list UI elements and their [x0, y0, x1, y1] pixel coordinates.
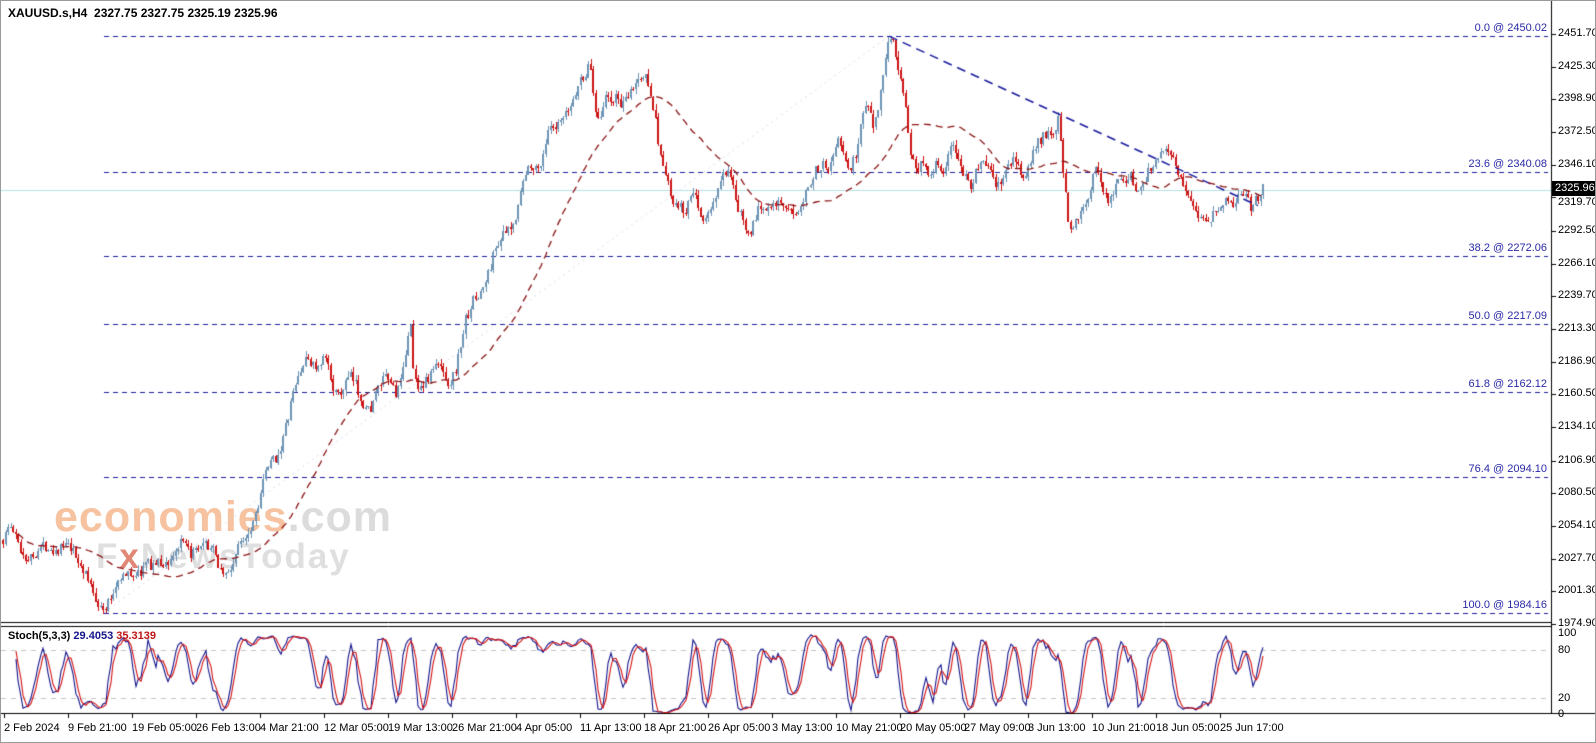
- price-axis-label: 2027.70: [1558, 551, 1596, 564]
- time-axis-label: 19 Mar 13:00: [388, 722, 453, 734]
- time-axis-label: 3 Jun 13:00: [1028, 722, 1086, 734]
- fibonacci-level-label: 76.4 @ 2094.10: [1468, 462, 1547, 475]
- current-price-badge: 2325.96: [1552, 181, 1595, 196]
- time-axis-label: 26 Apr 05:00: [708, 722, 771, 734]
- price-axis-label: 2239.70: [1558, 289, 1596, 302]
- price-axis-label: 2319.70: [1558, 196, 1596, 209]
- stochastic-scale-label: 20: [1558, 692, 1571, 705]
- price-axis-label: 2398.90: [1558, 92, 1596, 105]
- time-axis-label: 10 Jun 21:00: [1092, 722, 1156, 734]
- price-axis-label: 2054.10: [1558, 518, 1596, 531]
- stochastic-label: Stoch(5,3,3) 29.4053 35.3139: [8, 630, 156, 642]
- price-axis-label: 2134.10: [1558, 420, 1596, 432]
- fibonacci-level-label: 38.2 @ 2272.06: [1468, 242, 1547, 255]
- price-axis-label: 2186.90: [1558, 354, 1596, 367]
- price-axis-label: 2292.50: [1558, 223, 1596, 236]
- fibonacci-level-label: 100.0 @ 1984.16: [1462, 598, 1547, 611]
- time-axis-label: 4 Mar 21:00: [260, 722, 319, 734]
- time-axis-label: 9 Feb 21:00: [68, 722, 127, 734]
- price-axis-label: 2266.10: [1558, 256, 1596, 269]
- price-axis-label: 2160.50: [1558, 387, 1596, 400]
- stochastic-k-value: 29.4053: [73, 630, 114, 642]
- stochastic-d-value: 35.3139: [116, 630, 157, 642]
- time-axis-label: 20 May 05:00: [900, 722, 967, 734]
- time-axis-label: 4 Apr 05:00: [516, 722, 573, 734]
- price-axis-label: 2346.10: [1558, 157, 1596, 170]
- time-axis-label: 26 Mar 21:00: [452, 722, 517, 734]
- stochastic-name: Stoch(5,3,3): [8, 630, 71, 642]
- time-axis-label: 19 Feb 05:00: [132, 722, 197, 734]
- price-axis-label: 2080.50: [1558, 486, 1596, 499]
- time-axis-label: 18 Jun 05:00: [1156, 722, 1220, 734]
- time-axis-label: 25 Jun 17:00: [1220, 722, 1284, 734]
- price-axis-label: 1974.90: [1558, 617, 1596, 629]
- price-axis-label: 2106.90: [1558, 453, 1596, 466]
- stochastic-scale-label: 0: [1558, 708, 1565, 721]
- price-axis-label: 2372.50: [1558, 125, 1596, 137]
- time-axis-label: 26 Feb 13:00: [196, 722, 261, 734]
- stochastic-scale-label: 80: [1558, 643, 1571, 656]
- time-axis-label: 11 Apr 13:00: [580, 722, 642, 734]
- stochastic-scale-label: 100: [1558, 627, 1577, 640]
- price-axis-label: 2451.70: [1558, 27, 1596, 39]
- fibonacci-level-label: 61.8 @ 2162.12: [1468, 378, 1547, 391]
- time-axis-label: 2 Feb 2024: [4, 722, 60, 734]
- fibonacci-level-label: 50.0 @ 2217.09: [1468, 310, 1547, 323]
- time-axis-label: 10 May 21:00: [836, 722, 903, 734]
- time-axis-label: 27 May 09:00: [964, 722, 1031, 734]
- price-axis-label: 2001.30: [1558, 584, 1596, 597]
- time-axis-label: 18 Apr 21:00: [644, 722, 707, 734]
- time-axis-label: 12 Mar 05:00: [324, 722, 389, 734]
- time-axis-label: 3 May 13:00: [772, 722, 833, 734]
- fibonacci-level-label: 23.6 @ 2340.08: [1468, 158, 1547, 171]
- price-axis-label: 2425.30: [1558, 59, 1596, 72]
- fibonacci-level-label: 0.0 @ 2450.02: [1474, 22, 1547, 35]
- price-axis-label: 2213.30: [1558, 322, 1596, 334]
- symbol-title: XAUUSD.s,H4 2327.75 2327.75 2325.19 2325…: [8, 6, 278, 20]
